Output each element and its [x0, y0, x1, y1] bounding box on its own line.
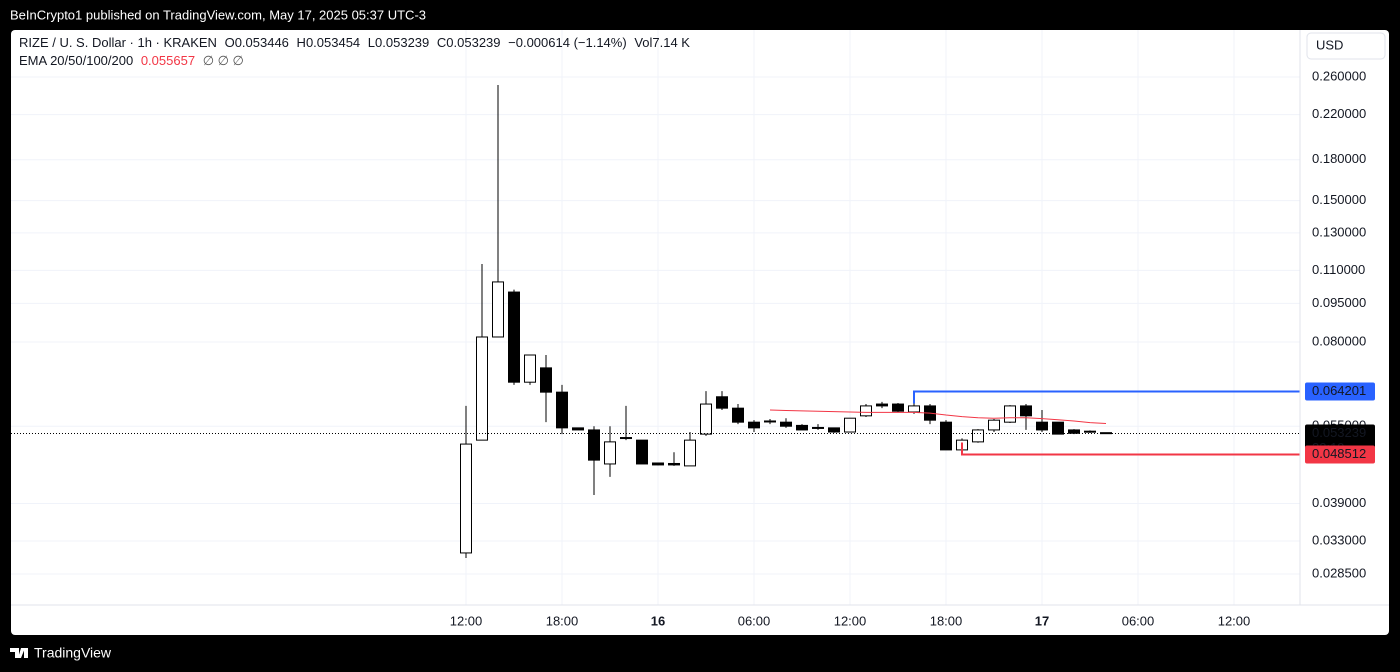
x-tick-label: 17 [1035, 613, 1049, 628]
legend-h: H [297, 35, 306, 50]
currency-button[interactable] [1306, 32, 1386, 60]
legend-ema: EMA 20/50/100/200 0.055657 ∅ ∅ ∅ [19, 53, 244, 68]
ema-line [769, 409, 1107, 425]
level-line [961, 442, 1300, 456]
legend-o: O [225, 35, 235, 50]
y-tick-label: 0.028500 [1312, 565, 1366, 580]
y-tick-label: 0.150000 [1312, 192, 1366, 207]
y-tick-label: 0.260000 [1312, 68, 1366, 83]
x-tick-label: 12:00 [450, 613, 483, 628]
x-tick-label: 06:00 [738, 613, 771, 628]
candle-body [940, 421, 952, 451]
legend-close: 0.053239 [446, 35, 500, 50]
legend-c: C [437, 35, 446, 50]
candle-body [652, 462, 664, 466]
candle-body [524, 354, 536, 383]
candle-body [588, 429, 600, 461]
candle-body [668, 462, 680, 466]
candle-body [876, 403, 888, 407]
candle-body [1052, 421, 1064, 435]
candle-body [636, 439, 648, 465]
level-label: 0.048512 [1312, 446, 1366, 461]
legend-low: 0.053239 [375, 35, 429, 50]
y-tick-label: 0.220000 [1312, 106, 1366, 121]
y-tick-label: 0.130000 [1312, 224, 1366, 239]
x-tick-label: 18:00 [930, 613, 963, 628]
candle-body [1068, 429, 1080, 434]
y-tick-label: 0.033000 [1312, 532, 1366, 547]
candle-body [684, 439, 696, 467]
candle-body [700, 403, 712, 435]
y-tick-label: 0.039000 [1312, 495, 1366, 510]
candle-body [748, 421, 760, 429]
x-tick-label: 12:00 [1218, 613, 1251, 628]
candle-body [1036, 421, 1048, 431]
level-line [913, 390, 1300, 404]
legend-change: −0.000614 (−1.14%) [508, 35, 627, 50]
candle-body [892, 403, 904, 412]
ema-toggles: ∅ ∅ ∅ [203, 53, 244, 68]
candle-body [540, 367, 552, 393]
candle-body [860, 405, 872, 417]
currency[interactable]: USD [1316, 37, 1343, 52]
candle-body [604, 441, 616, 465]
brand: TradingView [10, 645, 112, 661]
legend-symbol: RIZE / U. S. Dollar · 1h · KRAKEN O0.053… [19, 35, 690, 50]
candle-body [796, 424, 808, 431]
candle-body [1084, 430, 1096, 433]
title: RIZE / U. S. Dollar · 1h · KRAKEN [19, 35, 217, 50]
legend-high: 0.053454 [306, 35, 360, 50]
brand-logo [10, 648, 28, 658]
candle-body [988, 419, 1000, 431]
level-label: 0.064201 [1312, 383, 1366, 398]
x-tick-label: 12:00 [834, 613, 867, 628]
x-tick-label: 06:00 [1122, 613, 1155, 628]
candle-body [492, 281, 504, 338]
candle-body [556, 391, 568, 429]
candle-body [908, 405, 920, 413]
candle-body [1004, 405, 1016, 423]
legend-l: L [368, 35, 375, 50]
candle-body [572, 427, 584, 431]
x-tick-label: 16 [651, 613, 665, 628]
candle-body [812, 426, 824, 429]
legend-open: 0.053446 [235, 35, 289, 50]
candle-body [972, 429, 984, 443]
candle-body [828, 427, 840, 433]
candle-body [844, 417, 856, 433]
series-name: EMA 20/50/100/200 [19, 53, 133, 68]
brand-name: TradingView [34, 645, 112, 661]
candle-body [460, 443, 472, 554]
candle-body [1020, 405, 1032, 417]
candle-body [764, 420, 776, 423]
level-box [1305, 445, 1375, 464]
legend-vol: 7.14 K [652, 35, 690, 50]
candle-body [732, 407, 744, 423]
x-tick-label: 18:00 [546, 613, 579, 628]
ema-value: 0.055657 [141, 53, 195, 68]
candle-body [620, 437, 632, 440]
y-tick-label: 0.095000 [1312, 295, 1366, 310]
level-box [1305, 382, 1375, 401]
chart-panel [11, 30, 1389, 635]
y-tick-label: 0.080000 [1312, 333, 1366, 348]
candle-body [716, 396, 728, 409]
legend-vol-label: Vol [634, 35, 652, 50]
candle-body [780, 421, 792, 427]
last-price-label: 0.053239 [1312, 425, 1366, 440]
y-tick-label: 0.180000 [1312, 151, 1366, 166]
published-note: BeInCrypto1 published on TradingView.com… [10, 7, 426, 22]
candle-body [476, 336, 488, 441]
candle-body [508, 291, 520, 383]
y-tick-label: 0.110000 [1312, 262, 1365, 277]
